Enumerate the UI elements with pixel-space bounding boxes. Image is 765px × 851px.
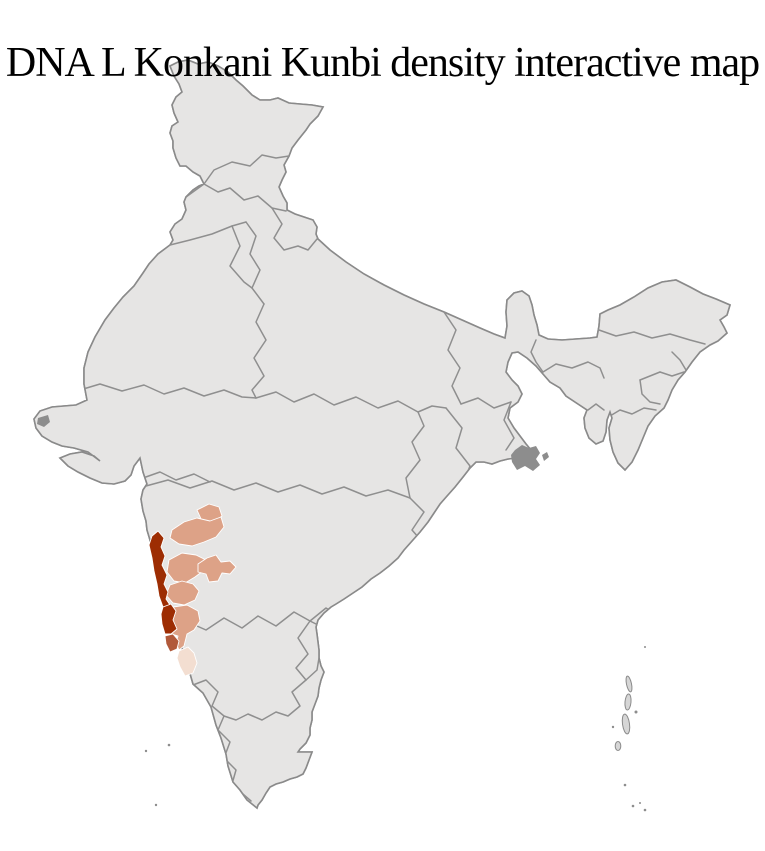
india-landmass[interactable] bbox=[33, 59, 731, 810]
sundarbans-delta bbox=[37, 415, 549, 471]
district-coastal-south-low[interactable] bbox=[176, 646, 198, 677]
kori-creek-patch bbox=[37, 415, 50, 427]
district-coastal-strip-south[interactable] bbox=[160, 603, 178, 635]
andaman-nicobar-islands bbox=[611, 646, 647, 812]
district-goa[interactable] bbox=[164, 633, 180, 653]
district-inland-east-cross[interactable] bbox=[197, 554, 237, 583]
district-inland-upper[interactable] bbox=[169, 516, 225, 547]
map-title: DNA L Konkani Kunbi density interactive … bbox=[5, 40, 760, 87]
lakshadweep-islands bbox=[144, 743, 171, 807]
district-inland-mid[interactable] bbox=[166, 552, 207, 584]
highlighted-districts-layer[interactable] bbox=[148, 503, 237, 677]
district-coastal-strip[interactable] bbox=[148, 530, 171, 608]
district-inland-lower[interactable] bbox=[165, 580, 200, 606]
